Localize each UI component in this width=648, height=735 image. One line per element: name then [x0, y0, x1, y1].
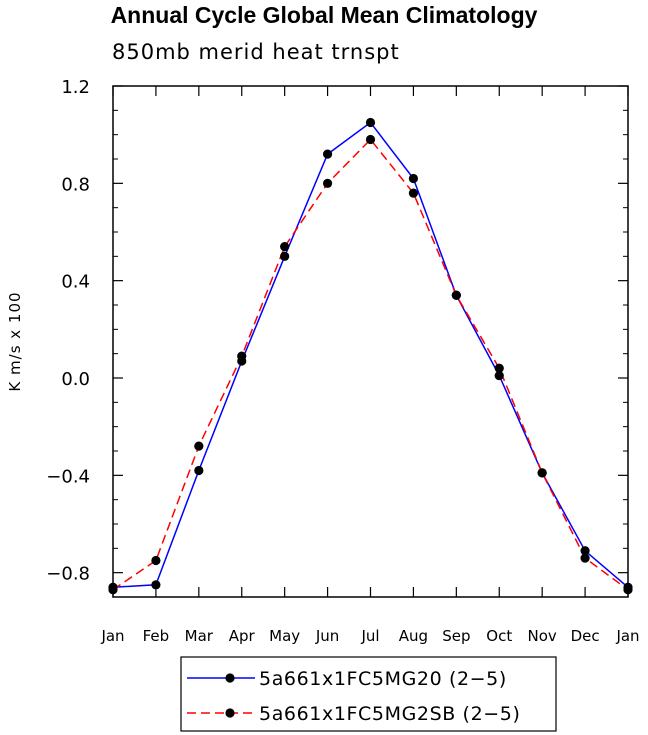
series-2-point [322, 178, 333, 188]
x-tick-label: May [269, 627, 300, 645]
chart-subtitle: 850mb merid heat trnspt [112, 40, 400, 64]
legend-marker-1 [225, 673, 235, 683]
x-tick-label: Aug [399, 627, 428, 645]
plot-frame [112, 85, 629, 598]
series-2-point [237, 351, 247, 361]
x-tick-label: Nov [528, 627, 557, 645]
y-tick-label: 1.2 [61, 77, 90, 98]
legend-label-2: 5a661x1FC5MG2SB (2−5) [259, 703, 520, 725]
series-2-point [365, 134, 376, 145]
series-line-1 [112, 121, 629, 589]
x-tick-label: Jul [360, 627, 379, 645]
x-tick-label: Jun [315, 627, 339, 645]
series-1-point [280, 251, 290, 261]
x-tick-label: Oct [486, 627, 512, 645]
series-1-point [151, 580, 161, 590]
x-tick-label: Feb [143, 627, 170, 645]
series-2-point [151, 555, 161, 566]
series-2-point [580, 553, 590, 563]
series-line-2 [112, 138, 629, 591]
y-axis-label: K m/s x 100 [6, 291, 24, 391]
series-2-point [194, 441, 204, 451]
chart-title: Annual Cycle Global Mean Climatology [110, 2, 538, 28]
x-tick-label: Dec [571, 627, 600, 645]
x-tick-label: Apr [229, 627, 256, 645]
series-1-point [408, 173, 419, 184]
x-tick-label: Jan [615, 627, 639, 645]
series-2-point [451, 290, 461, 300]
series-2-point [408, 188, 419, 198]
legend-box [180, 656, 557, 732]
major-ticks [112, 85, 629, 597]
y-tick-label: 0.8 [61, 174, 90, 195]
x-tick-label: Jan [100, 627, 124, 645]
minor-ticks [113, 109, 628, 598]
x-tick-labels: Jan Feb Mar Apr May Jun Jul Aug Sep Oct Nov Dec Jan [100, 627, 639, 645]
y-tick-label: −0.4 [46, 466, 90, 487]
y-tick-labels: −0.8 −0.4 0.0 0.4 0.8 1.2 [46, 77, 90, 585]
series-1-point [580, 546, 590, 556]
series-2-point [280, 242, 290, 252]
y-tick-label: −0.8 [46, 564, 90, 585]
series-1-point [494, 370, 504, 381]
series-layer [108, 117, 633, 595]
x-tick-label: Sep [442, 627, 470, 645]
series-1-point [365, 117, 376, 128]
legend-marker-2 [225, 708, 235, 718]
legend: 5a661x1FC5MG20 (2−5) 5a661x1FC5MG2SB (2−5… [180, 656, 557, 732]
x-tick-label: Mar [185, 627, 214, 645]
series-1-point [194, 465, 204, 476]
series-1-point [322, 149, 333, 159]
series-2-point [537, 468, 547, 478]
series-2-point [494, 363, 504, 373]
legend-label-1: 5a661x1FC5MG20 (2−5) [259, 668, 507, 690]
y-tick-label: 0.4 [61, 272, 90, 293]
y-tick-label: 0.0 [61, 369, 90, 390]
